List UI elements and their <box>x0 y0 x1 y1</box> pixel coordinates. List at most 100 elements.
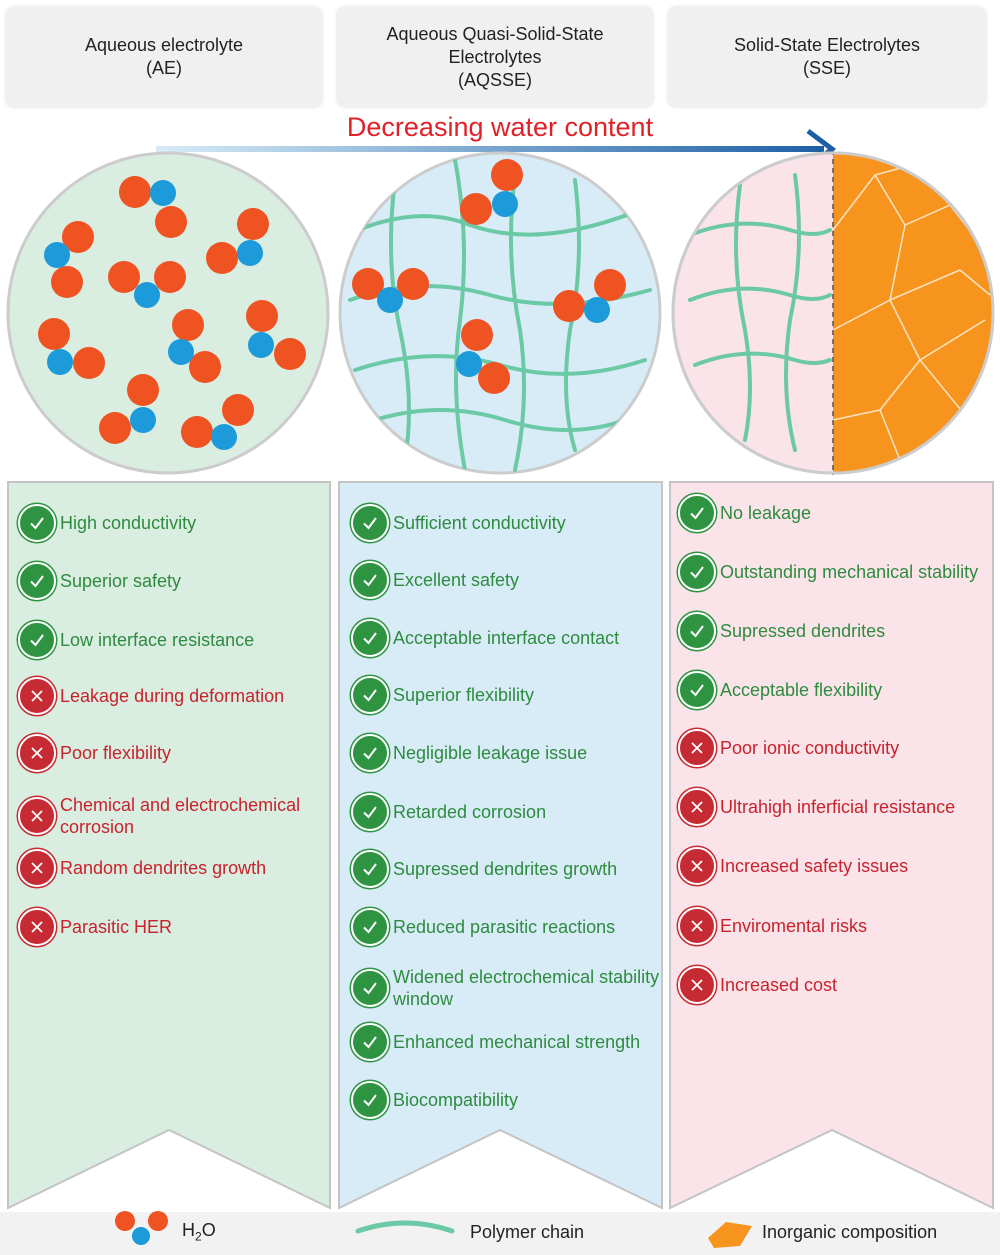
list-item-label: Increased safety issues <box>720 856 909 876</box>
list-item: Chemical and electrochemical corrosion <box>18 794 323 838</box>
legend-h2o-h: H <box>182 1220 195 1240</box>
check-icon <box>18 504 56 542</box>
list-item: Excellent safety <box>351 561 661 599</box>
check-icon <box>18 621 56 659</box>
list-item: Random dendrites growth <box>18 849 323 887</box>
list-item: Widened electrochemical stability window <box>351 966 661 1010</box>
legend-polymer-label: Polymer chain <box>470 1222 585 1242</box>
h2o-molecule <box>246 300 306 370</box>
legend-h2o-o: O <box>201 1220 216 1240</box>
check-icon <box>18 562 56 600</box>
cross-icon <box>18 734 56 772</box>
list-item: Enhanced mechanical strength <box>351 1023 661 1061</box>
cross-icon <box>678 729 716 767</box>
list-item: Increased safety issues <box>678 847 998 885</box>
list-item: Leakage during deformation <box>18 677 323 715</box>
list-item: Poor flexibility <box>18 734 323 772</box>
h2o-molecule <box>352 268 429 313</box>
header-sse-line-1: Solid-State Electrolytes <box>733 35 921 55</box>
list-item-label: Random dendrites growth <box>60 858 267 878</box>
legend-inorganic-icon <box>708 1222 752 1248</box>
list-item-label: Superior safety <box>60 571 182 591</box>
list-item: Supressed dendrites <box>678 612 998 650</box>
h2o-molecule <box>460 159 523 225</box>
legend-h2o-sub: 2 <box>195 1229 202 1244</box>
check-icon <box>351 619 389 657</box>
h2o-molecule <box>168 309 221 383</box>
cross-icon <box>18 677 56 715</box>
header-aqsse-line-2: Electrolytes <box>448 46 542 67</box>
aqsse-circle <box>338 151 662 475</box>
list-item-label: Supressed dendrites <box>720 621 886 641</box>
sse-polymer-network <box>688 173 832 452</box>
check-icon <box>678 612 716 650</box>
legend-h2o-icon <box>115 1211 168 1245</box>
legend <box>0 1211 1000 1255</box>
list-item-label: Supressed dendrites growth <box>393 859 618 879</box>
list-item-label: Acceptable flexibility <box>720 680 883 700</box>
list-item: Negligible leakage issue <box>351 734 661 772</box>
list-item: Enviromental risks <box>678 907 998 945</box>
list-item-label: Enviromental risks <box>720 916 868 936</box>
header-aqsse-line-1: Aqueous Quasi-Solid-State <box>386 23 604 44</box>
list-item-label: Retarded corrosion <box>393 802 547 822</box>
header-aqsse-line-3: (AQSSE) <box>457 69 532 90</box>
cross-icon <box>678 907 716 945</box>
panel-sse <box>669 481 994 1210</box>
h2o-molecule <box>99 374 159 444</box>
cross-icon <box>678 966 716 1004</box>
check-icon <box>351 734 389 772</box>
check-icon <box>351 676 389 714</box>
list-item-label: Poor ionic conductivity <box>720 738 900 758</box>
cross-icon <box>678 788 716 826</box>
header-aqsse: Aqueous Quasi-Solid-State Electrolytes (… <box>336 6 654 108</box>
cross-icon <box>18 797 56 835</box>
list-item: Increased cost <box>678 966 998 1004</box>
list-item-label: Chemical and electrochemical corrosion <box>60 795 301 837</box>
arrow-title: Decreasing water content <box>346 112 654 142</box>
check-icon <box>678 494 716 532</box>
panel-ae <box>7 481 331 1210</box>
check-icon <box>351 1081 389 1119</box>
list-item: Sufficient conductivity <box>351 504 661 542</box>
legend-inorganic-label: Inorganic composition <box>762 1222 938 1242</box>
cross-icon <box>678 847 716 885</box>
h2o-molecule <box>553 269 626 323</box>
list-item-label: Low interface resistance <box>60 630 255 650</box>
check-icon <box>351 850 389 888</box>
header-ae-line-2: (AE) <box>145 58 182 78</box>
list-item-label: Parasitic HER <box>60 917 173 937</box>
list-item: Retarded corrosion <box>351 793 661 831</box>
ae-circle <box>6 151 330 475</box>
check-icon <box>351 793 389 831</box>
check-icon <box>678 671 716 709</box>
list-item: Poor ionic conductivity <box>678 729 998 767</box>
list-item: Reduced parasitic reactions <box>351 908 661 946</box>
list-item-label: Increased cost <box>720 975 838 995</box>
sse-inorganic-half <box>832 153 993 473</box>
list-item: High conductivity <box>18 504 323 542</box>
panel-aqsse <box>338 481 663 1210</box>
list-item: Acceptable interface contact <box>351 619 661 657</box>
check-icon <box>351 561 389 599</box>
list-item: Acceptable flexibility <box>678 671 998 709</box>
list-item-label: Widened electrochemical stability window <box>393 967 660 1009</box>
check-icon <box>351 908 389 946</box>
list-item-label: Leakage during deformation <box>60 686 285 706</box>
header-ae-line-1: Aqueous electrolyte <box>84 35 244 55</box>
list-item-label: Negligible leakage issue <box>393 743 588 763</box>
list-item: Superior safety <box>18 562 323 600</box>
h2o-molecule <box>38 318 105 379</box>
list-item-label: Biocompatibility <box>393 1090 519 1110</box>
h2o-molecule <box>456 319 510 394</box>
list-item: No leakage <box>678 494 998 532</box>
list-item-label: Enhanced mechanical strength <box>393 1032 641 1052</box>
legend-h2o-label: H2O <box>182 1220 216 1244</box>
list-item-label: Excellent safety <box>393 570 520 590</box>
list-item-label: No leakage <box>720 503 812 523</box>
cross-icon <box>18 908 56 946</box>
list-item: Parasitic HER <box>18 908 323 946</box>
list-item-label: Acceptable interface contact <box>393 628 620 648</box>
header-sse-line-2: (SSE) <box>802 58 851 78</box>
